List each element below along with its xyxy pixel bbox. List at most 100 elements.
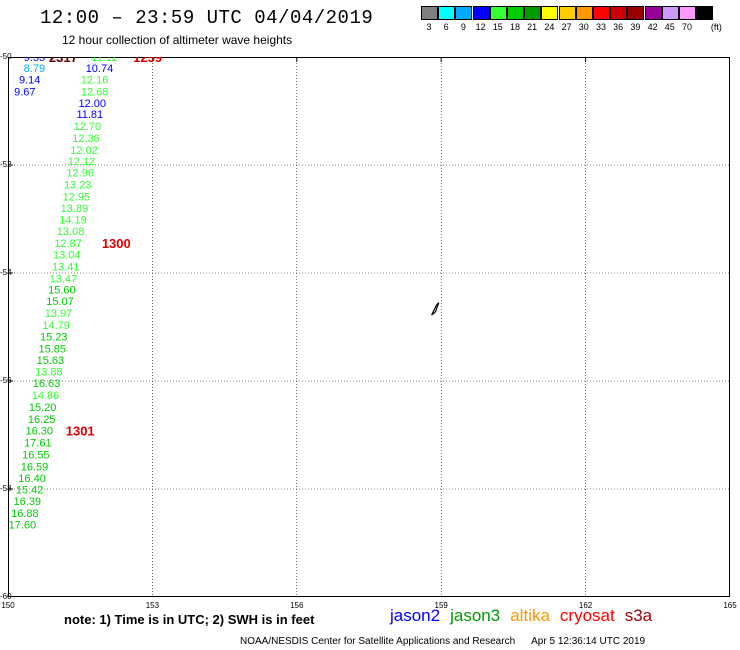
satellite-name: altika [510, 606, 550, 625]
wave-height-label: 13.47 [50, 273, 78, 285]
wave-height-legend: 3 6 9 12 15 18 21 24 27 30 33 36 39 42 45 70 (ft) [421, 6, 729, 34]
legend-label: 24 [544, 22, 555, 32]
legend-swatch [507, 6, 524, 20]
satellite-name: jason3 [450, 606, 501, 625]
pass-time-label: 2317 [49, 57, 78, 65]
satellite-name: jason2 [390, 606, 441, 625]
legend-swatch [575, 6, 593, 20]
legend-label: 30 [578, 22, 589, 32]
wave-height-label: 9.14 [19, 75, 40, 87]
wave-height-label: 14.79 [42, 320, 70, 332]
legend-swatch [627, 6, 645, 20]
legend-label: 18 [509, 22, 520, 32]
legend-label: 70 [681, 22, 692, 32]
wave-height-label: 12.70 [74, 121, 102, 133]
legend-label: 3 [426, 22, 432, 32]
lon-tick-label: 165 [723, 601, 737, 610]
wave-height-label: 13.08 [57, 226, 85, 238]
wave-height-label: 11.11 [91, 57, 117, 64]
wave-height-label: 12.00 [78, 98, 106, 110]
legend-label: 45 [664, 22, 675, 32]
coastline-island [431, 302, 440, 316]
satellite-name: cryosat [559, 606, 615, 625]
wave-height-label: 16.40 [18, 473, 46, 485]
wave-height-label: 12.12 [68, 156, 96, 168]
wave-height-label: 12.96 [66, 168, 94, 180]
legend-swatch [421, 6, 438, 20]
wave-height-label: 13.97 [45, 308, 73, 320]
wave-height-label: 12.02 [70, 145, 98, 157]
wave-height-label: 15.07 [46, 296, 74, 308]
chart-title: 12:00 – 23:59 UTC 04/04/2019 [40, 7, 374, 29]
wave-height-label: 16.63 [33, 378, 61, 390]
legend-swatch [679, 6, 696, 20]
wave-height-label: 15.42 [16, 485, 44, 497]
lon-tick-label: 156 [290, 601, 304, 610]
lat-tick-label: -52 [0, 160, 12, 169]
legend-swatch [472, 6, 490, 20]
wave-height-label: 15.85 [39, 344, 67, 356]
legend-swatch [524, 6, 542, 20]
legend-swatch [610, 6, 628, 20]
wave-height-label: 16.88 [11, 508, 39, 520]
wave-height-label: 16.39 [13, 496, 41, 508]
pass-time-label: 1301 [66, 424, 95, 439]
wave-height-label: 12.36 [72, 133, 100, 145]
lon-tick-label: 153 [145, 601, 160, 610]
wave-height-label: 16.30 [26, 426, 54, 438]
lat-tick-label: -54 [0, 268, 12, 277]
credit-text: NOAA/NESDIS Center for Satellite Applica… [240, 636, 516, 647]
lon-tick-label: 150 [1, 601, 15, 610]
wave-height-label: 16.59 [21, 461, 49, 473]
legend-label: 12 [475, 22, 486, 32]
wave-height-label: 17.60 [9, 520, 37, 532]
legend-label: 6 [443, 22, 449, 32]
pass-time-label: 1300 [102, 236, 131, 251]
wave-height-label: 15.60 [48, 285, 76, 297]
lat-tick-label: -60 [0, 592, 12, 601]
map-panel: 9.55 8.79 9.14 9.67 11.11 10.74 12.16 12.68 12.0… [8, 57, 730, 597]
wave-height-label: 12.16 [81, 75, 109, 87]
wave-height-label: 13.41 [52, 262, 80, 274]
legend-swatch [558, 6, 576, 20]
lat-tick-label: -50 [0, 52, 12, 61]
legend-label: 42 [647, 22, 658, 32]
legend-swatch [541, 6, 559, 20]
credit-line: NOAA/NESDIS Center for Satellite Applica… [240, 636, 645, 647]
lat-tick-label: -56 [0, 376, 12, 385]
wave-height-label: 15.20 [29, 402, 57, 414]
wave-height-label: 15.63 [37, 355, 65, 367]
note-text: note: 1) Time is in UTC; 2) SWH is in fe… [64, 612, 315, 627]
legend-swatch [455, 6, 473, 20]
pass-time-label: 1259 [133, 57, 162, 65]
lat-tick-label: -58 [0, 484, 12, 493]
wave-height-label: 12.68 [81, 87, 109, 99]
satellite-name: s3a [624, 606, 653, 625]
legend-label: 9 [460, 22, 466, 32]
wave-height-label: 12.87 [54, 238, 82, 250]
legend-swatch [696, 6, 714, 20]
wave-height-label: 9.67 [14, 87, 35, 99]
legend-swatch [593, 6, 610, 20]
legend-swatch [661, 6, 679, 20]
wave-height-label: 13.88 [35, 366, 63, 378]
legend-swatch [489, 6, 507, 20]
legend-unit: (ft) [710, 22, 722, 32]
wave-height-label: 17.61 [24, 438, 52, 450]
wave-height-label: 15.23 [40, 332, 68, 344]
satellite-list: jason2 jason3 altika cryosat s3a [390, 606, 662, 626]
lon-tick-label: 159 [434, 601, 448, 610]
wave-height-label: 12.95 [63, 191, 91, 203]
legend-label: 33 [595, 22, 606, 32]
legend-label: 36 [613, 22, 624, 32]
wave-height-label: 13.23 [64, 179, 92, 191]
map-frame [8, 57, 730, 597]
legend-label: 15 [492, 22, 503, 32]
wave-height-label: 10.74 [86, 63, 114, 75]
wave-height-label: 13.89 [61, 203, 89, 215]
legend-swatch [644, 6, 662, 20]
legend-label: 27 [561, 22, 572, 32]
lon-tick-label: 162 [578, 601, 593, 610]
legend-label: 21 [527, 22, 538, 32]
legend-label: 39 [630, 22, 641, 32]
